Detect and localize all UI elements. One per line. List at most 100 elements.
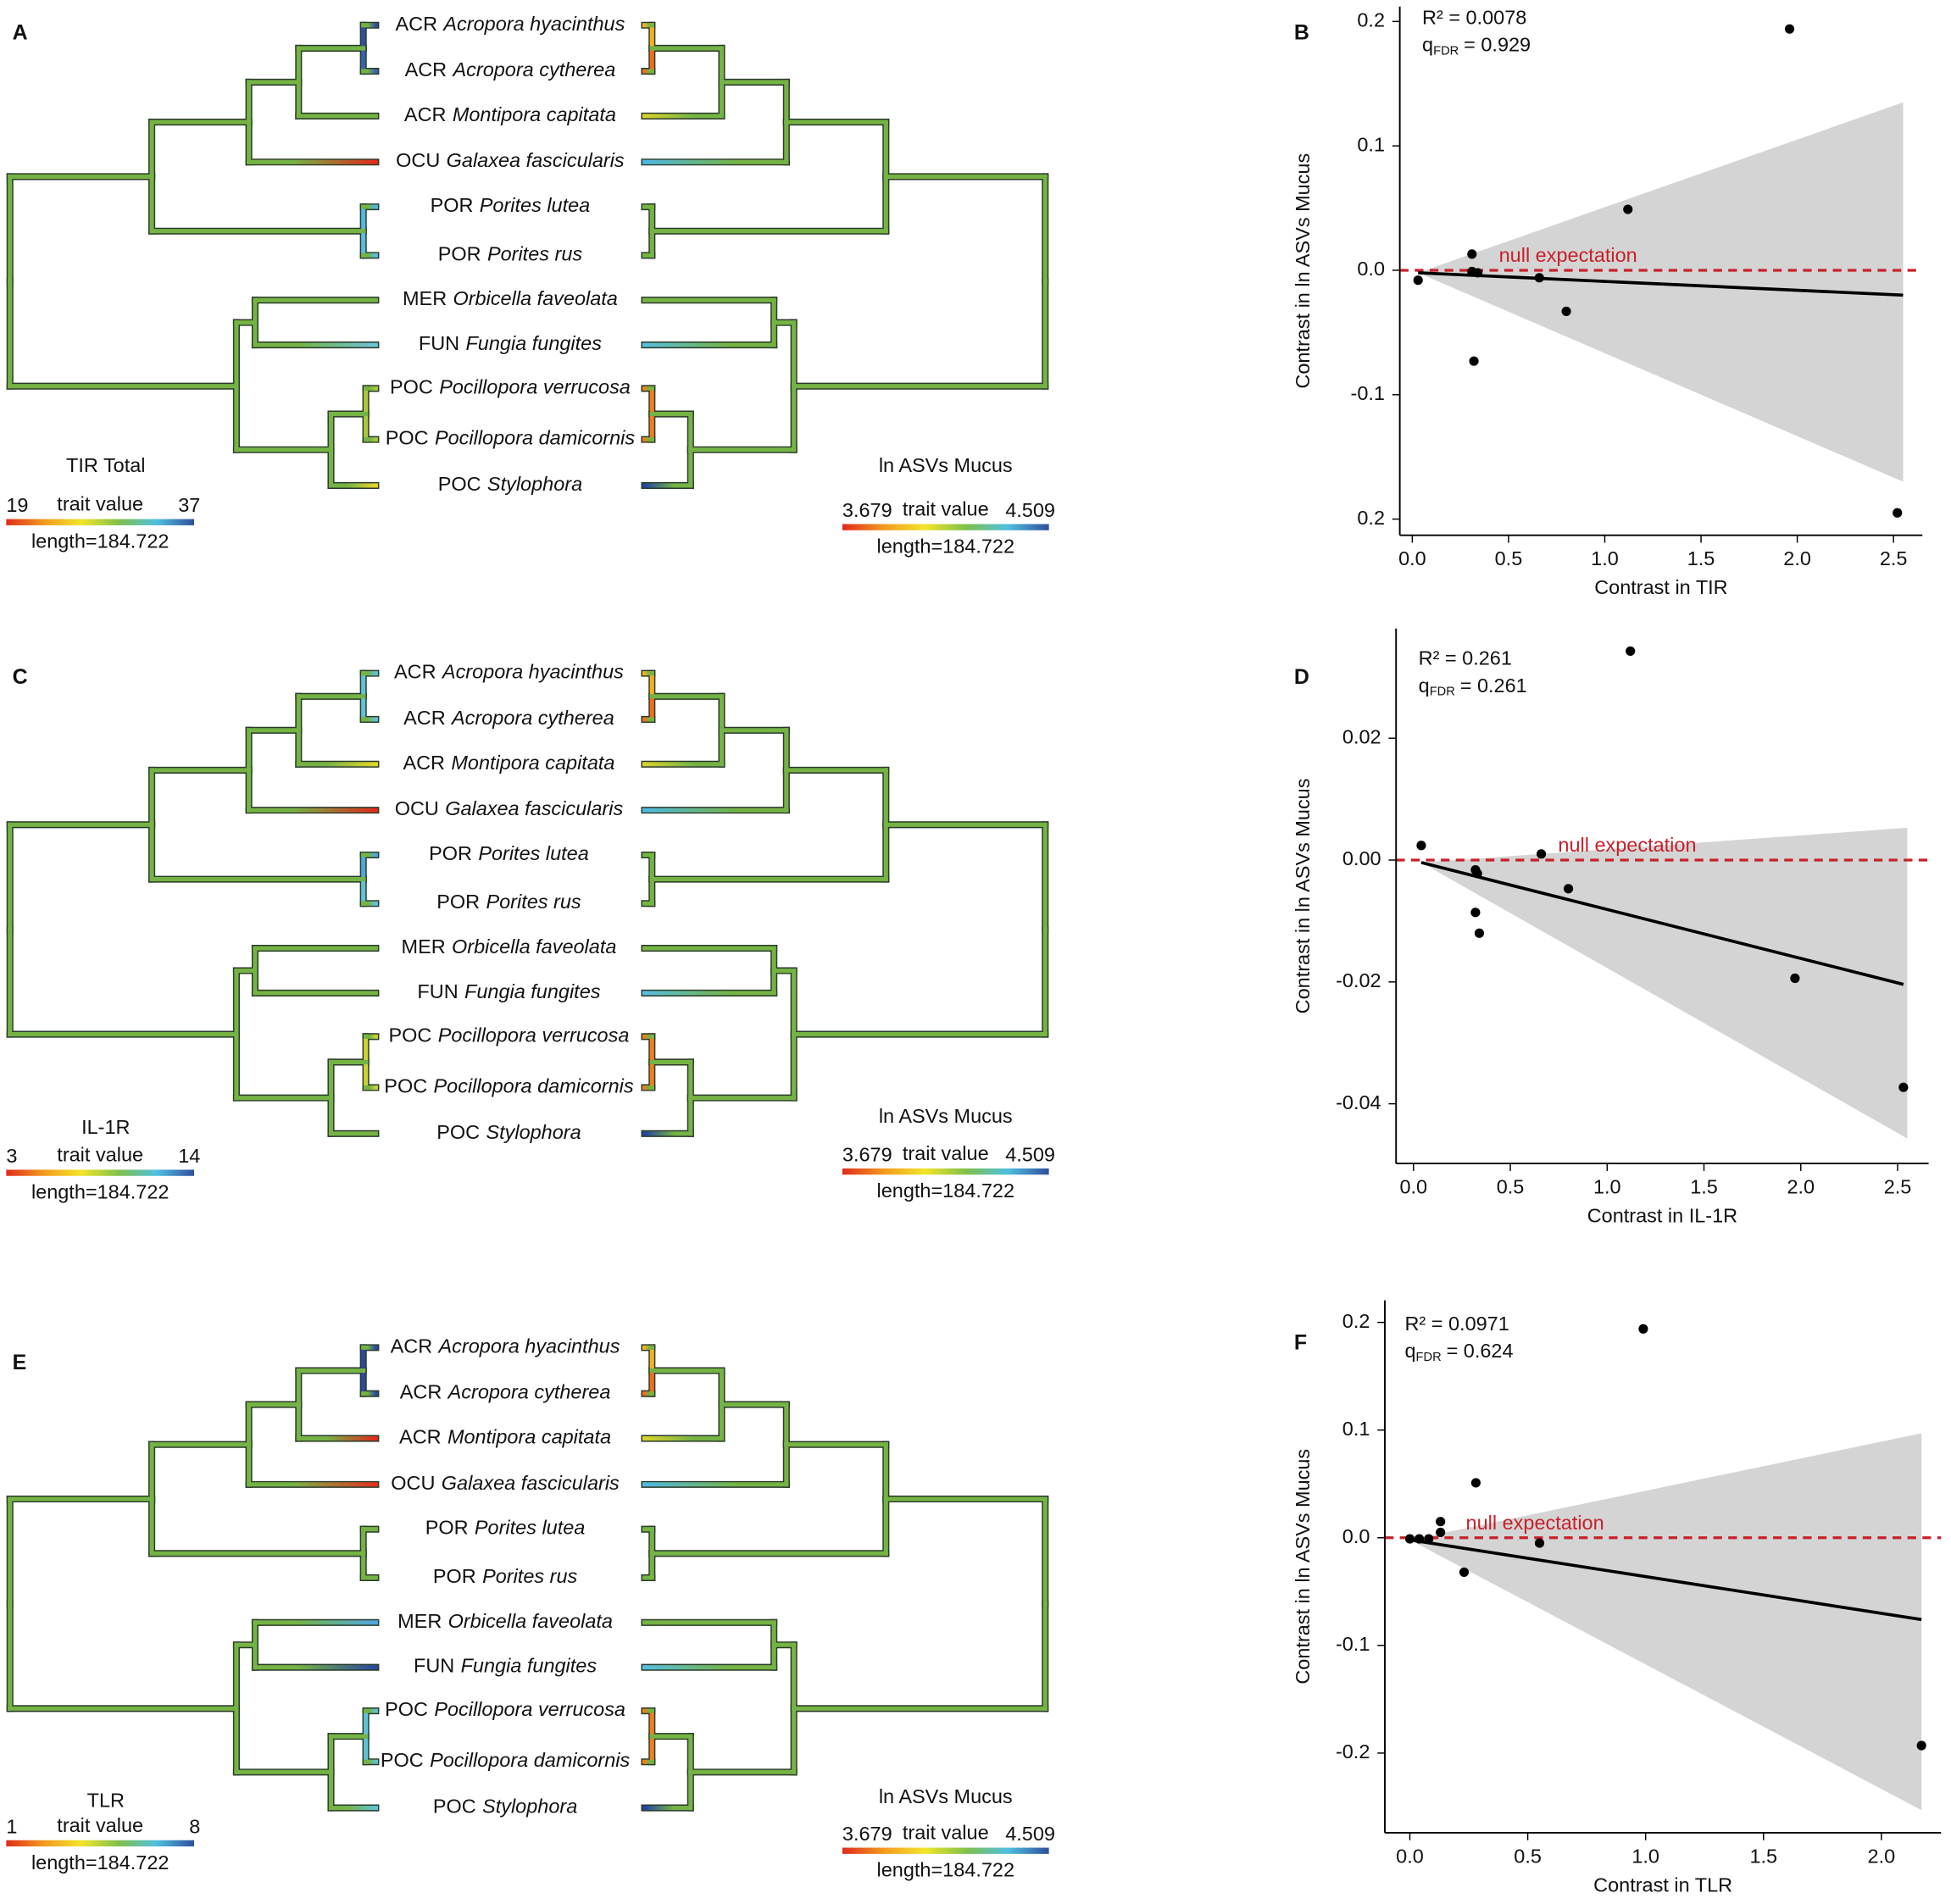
species-group: MER: [397, 1610, 442, 1632]
species-name: Porites lutea: [480, 194, 590, 216]
species-group: ACR: [403, 707, 446, 729]
species-label: MER Orbicella faveolata: [403, 287, 618, 309]
species-name: Acropora cytherea: [450, 707, 614, 729]
legend-min: 1: [6, 1815, 17, 1837]
species-group: POC: [436, 1121, 480, 1143]
point: [1784, 24, 1795, 34]
colorbar: [842, 1168, 1049, 1175]
legend-min: 19: [6, 494, 28, 516]
x-tick-label: 0.0: [1399, 1176, 1427, 1198]
legend-max: 37: [178, 494, 200, 516]
point: [1467, 249, 1477, 259]
y-tick-label: -0.1: [1351, 382, 1385, 404]
q-symbol: q: [1422, 34, 1433, 56]
confidence-band: [1409, 1433, 1922, 1811]
species-group: FUN: [419, 332, 459, 354]
legend-min: 3.679: [842, 1143, 892, 1165]
panel-letter: A: [13, 21, 28, 45]
species-label: POC Pocillopora verrucosa: [390, 376, 631, 398]
q-subscript: FDR: [1433, 44, 1459, 58]
legend-trait-label: trait value: [903, 1142, 989, 1164]
species-label: POR Porites lutea: [431, 194, 591, 216]
legend-min: 3.679: [842, 499, 892, 521]
y-tick-label: -0.2: [1336, 1740, 1370, 1762]
species-label: POC Pocillopora verrucosa: [389, 1024, 630, 1046]
species-label: ACR Acropora hyacinthus: [394, 661, 624, 683]
legend-trait-label: trait value: [903, 498, 989, 520]
point: [1534, 273, 1544, 283]
species-label: OCU Galaxea fascicularis: [396, 149, 625, 171]
species-label: POR Porites rus: [433, 1565, 578, 1587]
legend-length: length=184.722: [31, 530, 169, 552]
q-value-text: = 0.929: [1464, 34, 1531, 56]
panel-letter: C: [13, 665, 28, 689]
y-axis-title: Contrast in ln ASVs Mucus: [1292, 153, 1314, 389]
y-tick-label: 0.1: [1357, 133, 1385, 155]
species-label: OCU Galaxea fascicularis: [395, 797, 624, 819]
y-tick-label: 0.2: [1342, 1310, 1370, 1332]
species-name: Acropora hyacinthus: [441, 661, 624, 683]
species-label: POC Stylophora: [433, 1796, 577, 1818]
y-tick-label: 0.02: [1342, 725, 1381, 747]
reference-label: null expectation: [1558, 834, 1696, 856]
species-label: FUN Fungia fungites: [419, 332, 602, 354]
x-axis-title: Contrast in TLR: [1593, 1873, 1732, 1896]
species-label: FUN Fungia fungites: [417, 980, 600, 1002]
legend-min: 3.679: [842, 1823, 892, 1845]
species-name: Acropora cytherea: [447, 1381, 611, 1403]
colorbar: [6, 1169, 195, 1176]
species-group: OCU: [391, 1472, 435, 1494]
species-name: Porites rus: [487, 243, 582, 265]
point: [1898, 1082, 1909, 1092]
species-name: Pocillopora damicornis: [434, 1075, 634, 1097]
species-group: ACR: [394, 661, 436, 683]
point: [1416, 841, 1426, 851]
fit-line: [1420, 861, 1904, 986]
species-label: POR Porites rus: [436, 891, 581, 913]
species-name: Acropora hyacinthus: [437, 1335, 620, 1357]
legend-length: length=184.722: [31, 1851, 169, 1873]
q-value: qFDR = 0.929: [1422, 34, 1531, 58]
species-group: FUN: [414, 1655, 454, 1677]
x-tick-label: 2.0: [1868, 1845, 1896, 1867]
q-subscript: FDR: [1416, 1351, 1442, 1364]
point: [1424, 1534, 1434, 1544]
species-group: POR: [431, 194, 474, 216]
q-value: qFDR = 0.624: [1404, 1340, 1513, 1364]
fit-line: [1418, 271, 1904, 297]
panel-letter: F: [1294, 1331, 1307, 1355]
species-label: POC Stylophora: [436, 1121, 581, 1143]
legend-max: 4.509: [1005, 1143, 1055, 1165]
q-value: qFDR = 0.261: [1419, 674, 1527, 699]
panel-letter: D: [1294, 665, 1309, 689]
species-group: POC: [385, 1698, 428, 1720]
x-axis-title: Contrast in IL-1R: [1587, 1204, 1737, 1226]
r-squared: R² = 0.0078: [1422, 7, 1526, 29]
y-tick-label: -0.1: [1336, 1633, 1370, 1655]
species-name: Montipora capitata: [453, 103, 616, 125]
point: [1436, 1517, 1446, 1527]
species-group: POR: [433, 1565, 476, 1587]
species-label: POC Stylophora: [438, 473, 582, 495]
colorbar: [6, 519, 195, 525]
species-group: ACR: [405, 58, 447, 80]
species-label: POR Porites rus: [438, 243, 583, 265]
x-tick-label: 2.0: [1783, 547, 1811, 569]
species-group: MER: [403, 287, 447, 309]
species-label: ACR Acropora cytherea: [400, 1381, 611, 1403]
x-tick-label: 2.5: [1884, 1176, 1912, 1198]
species-name: Stylophora: [486, 1121, 581, 1143]
species-group: ACR: [404, 103, 447, 125]
point: [1404, 1534, 1415, 1544]
r-squared: R² = 0.261: [1419, 647, 1512, 669]
q-symbol: q: [1419, 674, 1430, 697]
x-tick-label: 1.0: [1631, 1845, 1659, 1867]
species-group: MER: [402, 935, 446, 958]
species-group: ACR: [400, 1381, 442, 1403]
species-label: POR Porites lutea: [425, 1517, 586, 1539]
panel-letter: B: [1294, 21, 1309, 45]
y-tick-label: 0.0: [1342, 1525, 1370, 1547]
x-tick-label: 0.0: [1396, 1845, 1424, 1867]
